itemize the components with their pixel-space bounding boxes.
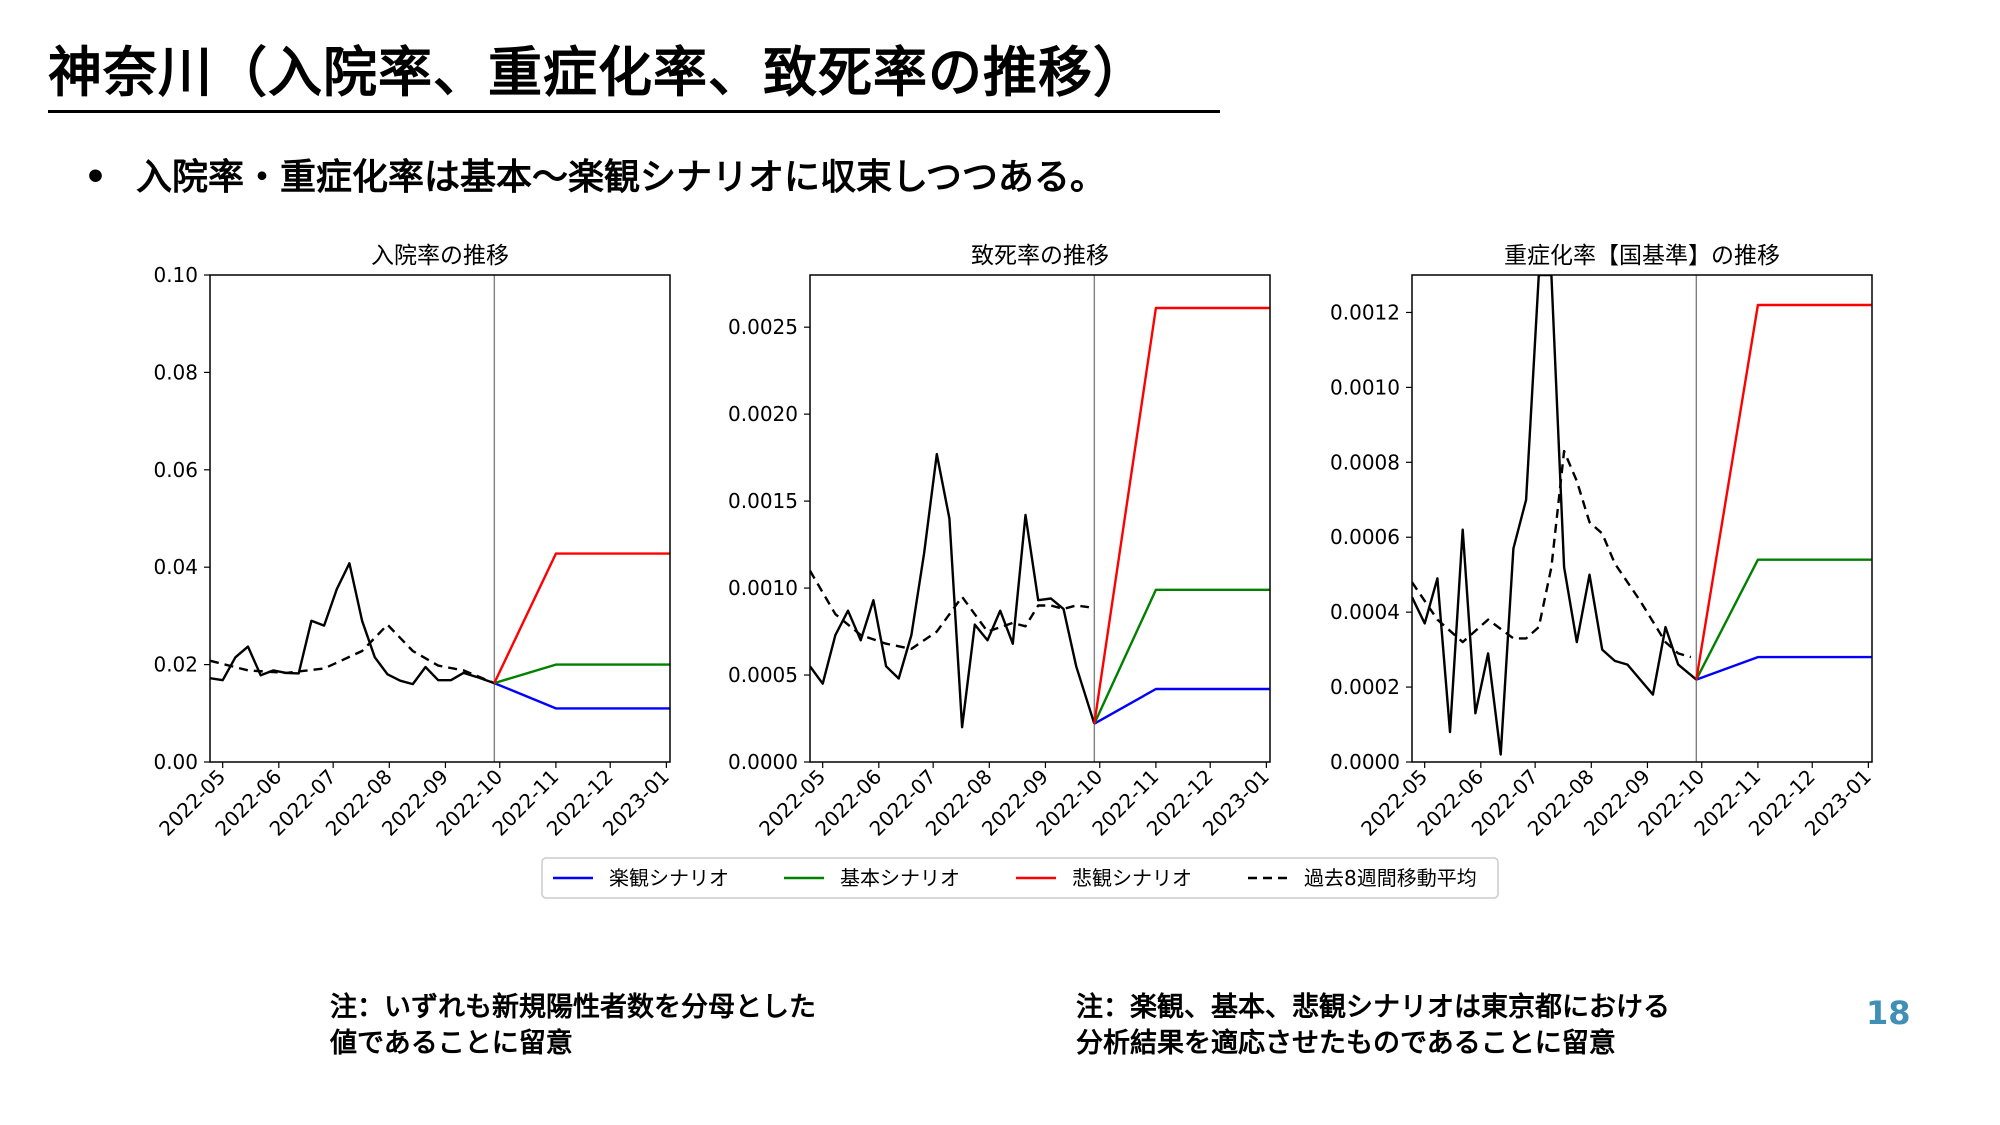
series-pessimistic: [1093, 306, 1270, 724]
y-tick-label: 0.10: [153, 263, 198, 287]
series-actual: [210, 562, 495, 686]
series-pessimistic: [1695, 303, 1872, 680]
series-actual: [1412, 275, 1698, 756]
series-moving-avg: [810, 570, 1090, 651]
y-tick-label: 0.0000: [728, 750, 798, 774]
legend-label-optimistic: 楽観シナリオ: [609, 866, 729, 890]
plot-frame: [1411, 274, 1873, 763]
series-optimistic: [1695, 655, 1872, 681]
chart-title: 入院率の推移: [371, 243, 509, 269]
y-tick-label: 0.08: [153, 360, 198, 384]
legend-label-base: 基本シナリオ: [840, 866, 960, 890]
y-tick-label: 0.0020: [728, 402, 798, 426]
note-left: 注：いずれも新規陽性者数を分母とした 値であることに留意: [330, 990, 816, 1062]
plot-area: [810, 275, 1270, 762]
y-tick-label: 0.0010: [728, 576, 798, 600]
bullet-marker: •: [84, 157, 108, 198]
y-tick-label: 0.02: [153, 653, 198, 677]
series-moving-avg: [1412, 449, 1692, 659]
y-tick-label: 0.0002: [1330, 675, 1400, 699]
note-left-line-1: 注：いずれも新規陽性者数を分母とした: [330, 992, 816, 1023]
series-optimistic: [493, 681, 670, 710]
series-base: [493, 663, 670, 685]
series-moving-avg: [210, 623, 495, 685]
series-base: [1093, 588, 1270, 725]
note-left-line-2: 値であることに留意: [330, 1028, 573, 1059]
y-tick-label: 0.0005: [728, 663, 798, 687]
y-tick-label: 0.0015: [728, 489, 798, 513]
chart-title: 重症化率【国基準】の推移: [1504, 243, 1780, 269]
series-pessimistic: [493, 552, 670, 684]
charts-panel: 入院率の推移0.000.020.040.060.080.102022-05202…: [153, 243, 1876, 899]
y-tick-label: 0.04: [153, 555, 198, 579]
note-right-line-2: 分析結果を適応させたものであることに留意: [1076, 1028, 1616, 1059]
legend-label-moving-avg: 過去8週間移動平均: [1304, 866, 1477, 890]
note-right-line-1: 注：楽観、基本、悲観シナリオは東京都における: [1076, 992, 1670, 1023]
plot-area: [1412, 275, 1872, 762]
series-optimistic: [1093, 687, 1270, 725]
summary-bullet: • 入院率・重症化率は基本〜楽観シナリオに収束しつつある。: [84, 148, 1106, 200]
y-tick-label: 0.0008: [1330, 450, 1400, 474]
legend: 楽観シナリオ 基本シナリオ 悲観シナリオ 過去8週間移動平均: [541, 857, 1499, 899]
note-right: 注：楽観、基本、悲観シナリオは東京都における 分析結果を適応させたものであること…: [1076, 990, 1670, 1062]
y-tick-label: 0.0012: [1330, 300, 1400, 324]
series-base: [1695, 558, 1872, 681]
y-tick-label: 0.0010: [1330, 375, 1400, 399]
y-tick-label: 0.0000: [1330, 750, 1400, 774]
plot-area: [210, 275, 670, 762]
page-number: 18: [1866, 994, 1911, 1032]
plot-frame: [209, 274, 671, 763]
legend-label-pessimistic: 悲観シナリオ: [1072, 866, 1192, 890]
slide-title: 神奈川（入院率、重症化率、致死率の推移）: [48, 38, 1220, 113]
y-tick-label: 0.00: [153, 750, 198, 774]
y-tick-label: 0.0006: [1330, 525, 1400, 549]
plot-frame: [809, 274, 1271, 763]
summary-bullet-text: 入院率・重症化率は基本〜楽観シナリオに収束しつつある。: [136, 157, 1106, 198]
chart-title: 致死率の推移: [971, 243, 1109, 269]
y-tick-label: 0.0004: [1330, 600, 1400, 624]
chart-hospitalization: 入院率の推移0.000.020.040.060.080.102022-05202…: [153, 243, 673, 841]
y-tick-label: 0.06: [153, 458, 198, 482]
chart-severity: 重症化率【国基準】の推移 0.0000 0.0002 0.0004 0.0006 0.00…: [1330, 243, 1876, 841]
y-tick-label: 0.0025: [728, 315, 798, 339]
chart-fatality: 致死率の推移 0.0000 0.0005 0.0010 0.0015 0.0020 0.00…: [728, 243, 1274, 841]
series-actual: [810, 452, 1096, 729]
